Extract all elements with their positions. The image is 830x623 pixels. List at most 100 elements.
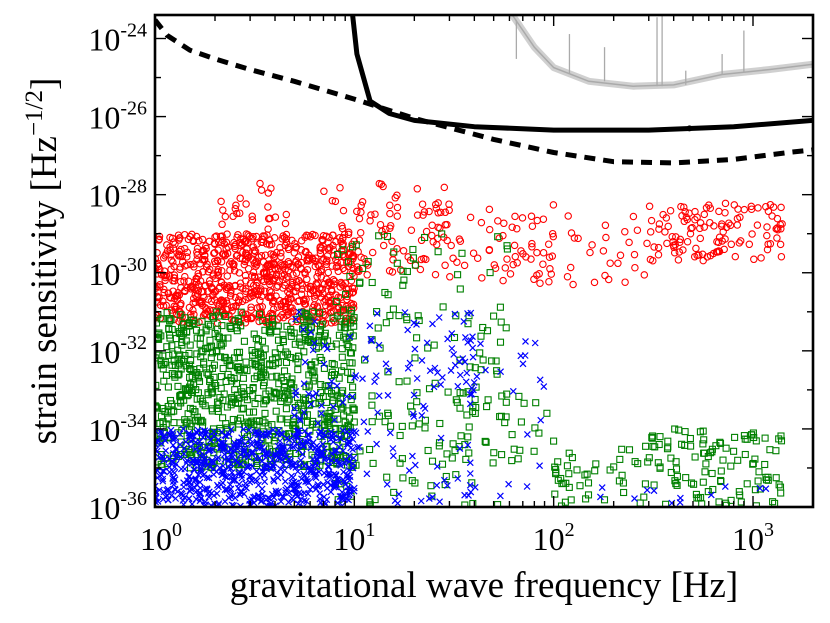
red-circle-point [675, 248, 684, 256]
red-circle-point [244, 253, 253, 262]
red-circle-point [647, 216, 656, 225]
red-circle-point [250, 246, 258, 255]
green-square-point [287, 325, 295, 334]
green-square-point [248, 346, 256, 355]
blue-cross-point [448, 330, 456, 338]
red-circle-point [250, 249, 259, 257]
blue-cross-point [263, 501, 271, 507]
red-circle-point [569, 280, 577, 289]
blue-cross-point [189, 431, 197, 439]
green-square-point [498, 451, 506, 459]
red-circle-point [292, 269, 301, 278]
green-square-point [664, 437, 672, 445]
blue-cross-point [196, 447, 204, 455]
green-square-point [202, 327, 210, 335]
red-circle-point [163, 247, 172, 255]
green-square-point [217, 342, 226, 350]
red-circle-point [441, 261, 449, 270]
green-square-point [472, 403, 480, 412]
blue-cross-point [328, 449, 336, 457]
red-circle-point [205, 265, 214, 274]
blue-cross-point [210, 432, 218, 440]
blue-cross-point [197, 441, 205, 449]
green-square-point [477, 332, 485, 340]
blue-cross-point [335, 434, 343, 442]
blue-cross-point [509, 387, 517, 395]
red-circle-point [281, 219, 290, 228]
red-circle-point [272, 270, 281, 279]
red-circle-point [654, 250, 663, 259]
green-square-point [206, 365, 214, 373]
blue-cross-point [374, 409, 382, 416]
blue-cross-point [413, 320, 420, 328]
green-square-point [294, 366, 302, 374]
x-tick-label: 100 [140, 519, 182, 557]
red-circle-point [241, 271, 250, 280]
blue-cross-point [227, 426, 235, 434]
red-circle-point [355, 265, 363, 274]
blue-cross-point [429, 320, 436, 328]
green-square-point [581, 471, 589, 479]
red-circle-point [317, 273, 326, 281]
green-square-point [223, 403, 231, 411]
red-circle-point [700, 223, 709, 231]
red-circle-point [511, 252, 520, 261]
red-circle-point [499, 276, 507, 285]
blue-cross-point [345, 438, 353, 445]
red-circle-point [289, 307, 297, 315]
green-square-point [243, 396, 251, 404]
red-circle-point [170, 274, 179, 282]
red-circle-point [717, 222, 726, 231]
green-square-point [272, 407, 280, 415]
green-square-point [238, 405, 246, 413]
green-square-point [282, 405, 290, 413]
blue-cross-point [205, 447, 213, 455]
green-square-point [662, 500, 670, 507]
green-square-point [215, 312, 223, 320]
blue-cross-point [200, 428, 208, 435]
blue-cross-point [375, 392, 383, 400]
red-circle-point [155, 249, 161, 257]
red-circle-point [625, 238, 633, 247]
red-circle-point [655, 225, 663, 233]
blue-cross-point [201, 498, 209, 506]
red-circle-point [270, 296, 278, 305]
red-circle-point [324, 268, 333, 277]
red-circle-point [477, 218, 486, 227]
red-circle-point [276, 243, 284, 252]
blue-cross-point [451, 310, 459, 318]
blue-cross-point [307, 468, 315, 476]
blue-cross-point [395, 490, 403, 498]
green-square-point [484, 396, 492, 404]
green-square-point [237, 322, 245, 330]
red-circle-point [240, 260, 249, 269]
blue-cross-point [200, 470, 208, 478]
blue-cross-point [329, 403, 337, 411]
green-square-point [654, 459, 662, 467]
red-circle-point [235, 269, 244, 277]
red-circle-point [730, 201, 739, 209]
green-square-point [576, 482, 584, 490]
green-square-point [188, 387, 196, 395]
green-square-point [515, 392, 523, 400]
blue-cross-point [431, 364, 439, 372]
red-circle-point [155, 298, 162, 306]
blue-cross-point [245, 463, 253, 471]
red-circle-point [170, 302, 178, 311]
green-square-point [270, 437, 278, 445]
green-square-point [181, 314, 189, 322]
y-tick-label: 10-30 [88, 254, 147, 292]
red-circle-point [217, 258, 226, 266]
blue-cross-point [404, 364, 412, 372]
red-circle-point [368, 248, 377, 257]
blue-cross-point [320, 360, 328, 368]
green-square-point [188, 316, 196, 324]
red-circle-point [189, 294, 198, 303]
x-axis-label: gravitational wave frequency [Hz] [230, 565, 739, 606]
green-square-point [543, 409, 551, 417]
green-square-point [337, 323, 345, 331]
blue-cross-point [466, 481, 474, 489]
red-circle-point [388, 237, 396, 246]
red-circle-point [721, 208, 729, 217]
red-circle-point [604, 275, 613, 284]
